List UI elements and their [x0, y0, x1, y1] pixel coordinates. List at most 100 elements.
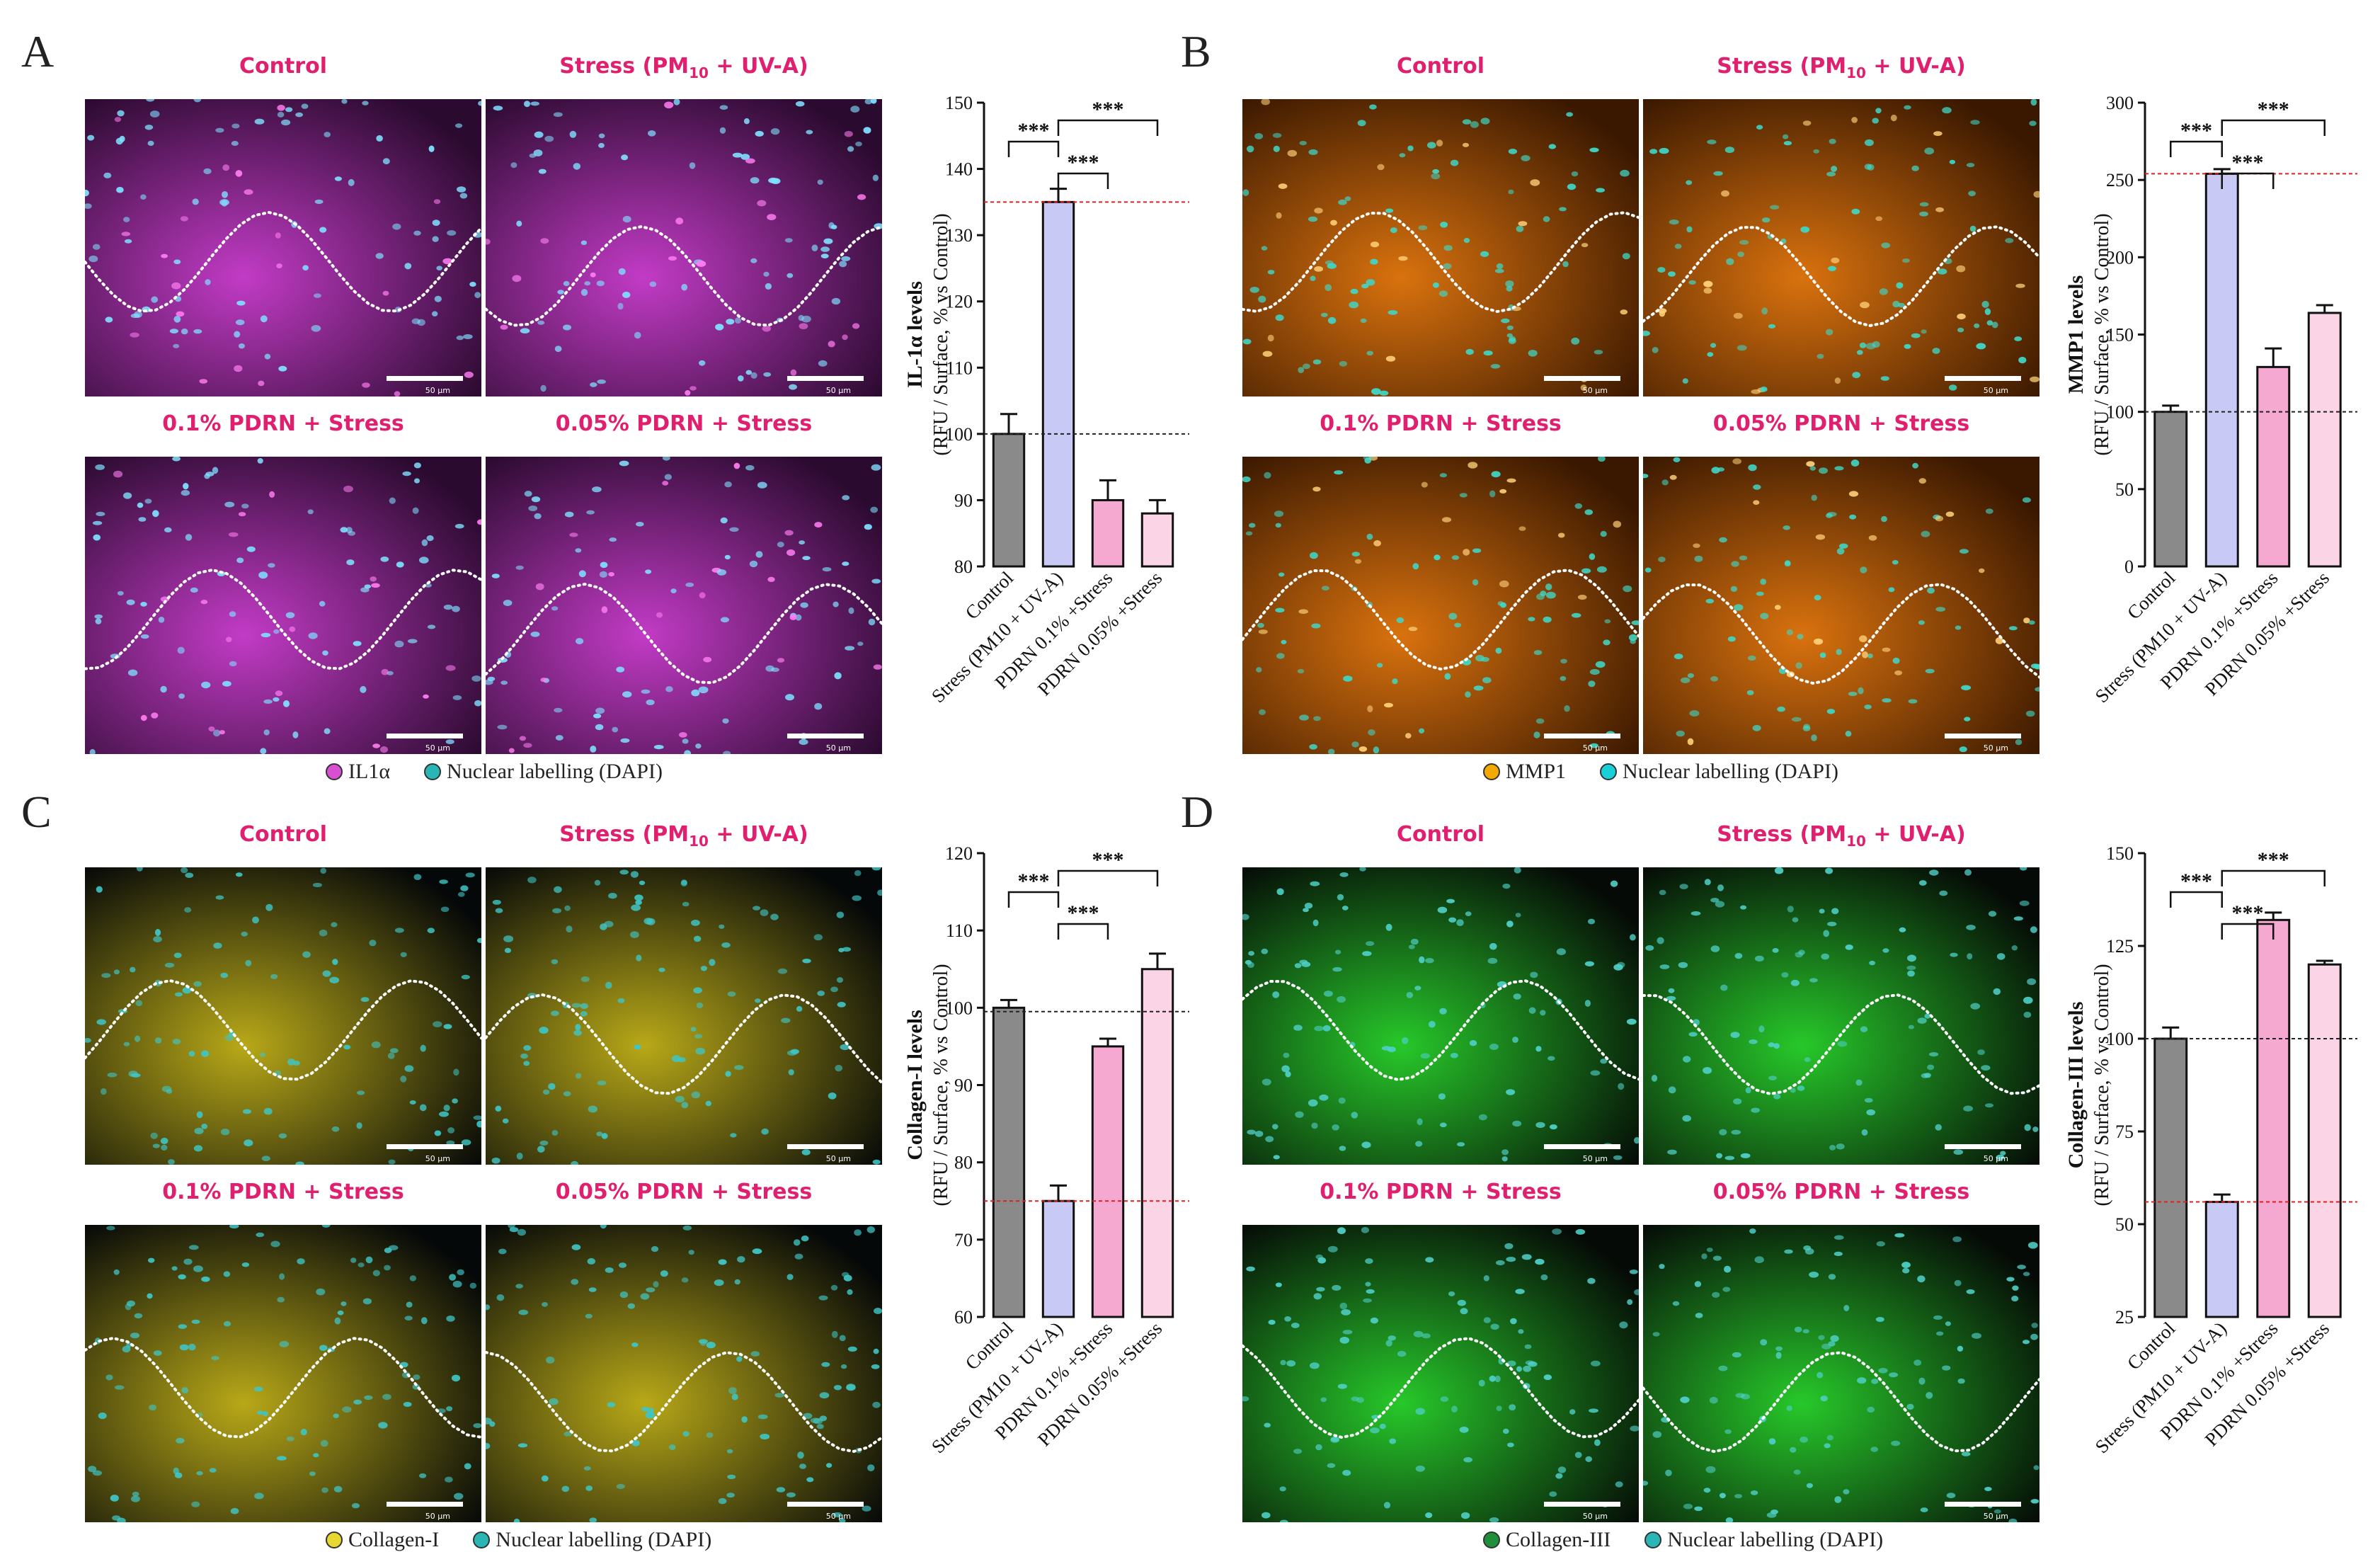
nucleus: [476, 519, 481, 525]
nucleus: [1957, 327, 1964, 333]
nucleus: [1756, 591, 1764, 596]
nucleus: [1462, 658, 1472, 666]
nucleus: [1872, 341, 1880, 348]
nucleus: [1860, 1026, 1868, 1032]
nucleus: [213, 942, 222, 949]
image-title: Control: [1396, 822, 1484, 847]
nucleus: [1242, 476, 1251, 483]
nucleus: [404, 263, 412, 270]
nucleus: [1549, 1491, 1557, 1497]
significance-label: ***: [2180, 869, 2212, 893]
nucleus: [1860, 302, 1870, 309]
nucleus: [649, 281, 657, 287]
nucleus: [1733, 1098, 1742, 1105]
nucleus: [737, 1256, 745, 1263]
nucleus: [1868, 535, 1877, 541]
nucleus: [244, 189, 253, 195]
nucleus: [1790, 1088, 1796, 1093]
nucleus: [718, 1259, 727, 1265]
nucleus: [1311, 623, 1321, 629]
nucleus: [588, 1105, 597, 1113]
nucleus: [254, 118, 265, 125]
nucleus: [382, 1393, 391, 1400]
bar: [1140, 512, 1174, 568]
nucleus: [449, 1274, 457, 1281]
nucleus: [643, 918, 653, 925]
nucleus: [201, 681, 211, 689]
image-title: 0.1% PDRN + Stress: [1320, 1180, 1562, 1204]
nucleus: [1369, 104, 1377, 110]
nucleus: [273, 629, 280, 634]
significance-label: ***: [2258, 848, 2289, 872]
nucleus: [1548, 144, 1557, 149]
chart-collagen-3: 25 50 75 100 125 150 Collagen-III levels (RFU /…: [2053, 835, 2364, 1487]
tissue-overlay: [486, 867, 882, 1165]
nucleus: [213, 729, 221, 737]
nucleus: [1860, 566, 1867, 574]
nucleus: [1669, 219, 1679, 225]
nucleus: [1724, 1265, 1732, 1273]
nucleus: [1518, 526, 1526, 531]
nucleus: [182, 987, 192, 994]
nucleus: [1406, 992, 1414, 998]
nucleus: [839, 261, 847, 268]
nucleus: [434, 1130, 442, 1136]
nucleus: [1293, 1025, 1303, 1031]
nucleus: [757, 200, 767, 207]
nucleus: [387, 1052, 395, 1059]
scale-bar: [787, 734, 864, 738]
nucleus: [770, 128, 780, 135]
nucleus: [1439, 1008, 1447, 1015]
nucleus: [1657, 937, 1664, 945]
nucleus: [1338, 1097, 1346, 1104]
nucleus: [419, 1473, 427, 1478]
nucleus: [136, 867, 143, 872]
nucleus: [1257, 622, 1264, 628]
nucleus: [222, 164, 230, 171]
nucleus: [1507, 1442, 1514, 1447]
nucleus: [1976, 343, 1986, 350]
nucleus: [1304, 903, 1313, 909]
nucleus: [1761, 307, 1768, 315]
nucleus: [465, 872, 475, 878]
nucleus: [1434, 554, 1441, 561]
nucleus: [653, 745, 664, 750]
nucleus: [537, 1146, 545, 1153]
nucleus: [1598, 457, 1606, 462]
legend-swatch: [1600, 763, 1618, 780]
nucleus: [757, 481, 767, 489]
nucleus: [292, 731, 299, 738]
y-tick-label: 110: [946, 358, 973, 378]
nucleus: [1543, 616, 1552, 623]
y-tick-label: 100: [945, 424, 973, 445]
nucleus: [246, 546, 256, 552]
nucleus: [534, 131, 544, 138]
nucleus: [486, 1304, 491, 1311]
nucleus: [173, 952, 182, 959]
significance-label: ***: [1018, 119, 1050, 142]
legend-swatch: [1483, 1531, 1500, 1548]
nucleus: [555, 735, 563, 741]
scale-bar: [787, 1502, 864, 1507]
junction-line: [1242, 979, 1639, 1082]
y-axis-label: Collagen-I levels: [903, 1010, 927, 1160]
nucleus: [845, 646, 855, 651]
nucleus: [857, 641, 864, 646]
nucleus: [114, 1385, 125, 1390]
y-tick-label: 90: [954, 490, 973, 510]
nucleus: [96, 511, 105, 516]
nucleus: [1389, 1438, 1397, 1444]
nucleus: [850, 105, 860, 113]
nucleus: [802, 556, 811, 561]
nucleus: [453, 1068, 459, 1076]
nucleus: [307, 509, 314, 515]
nucleus: [1966, 1289, 1975, 1294]
nucleus: [1882, 647, 1891, 652]
nucleus: [153, 1350, 162, 1356]
nucleus: [699, 360, 706, 366]
nucleus: [1315, 1444, 1322, 1451]
nucleus: [584, 281, 591, 286]
nucleus: [411, 318, 420, 324]
nucleus: [1778, 667, 1787, 674]
nucleus: [671, 1055, 681, 1063]
